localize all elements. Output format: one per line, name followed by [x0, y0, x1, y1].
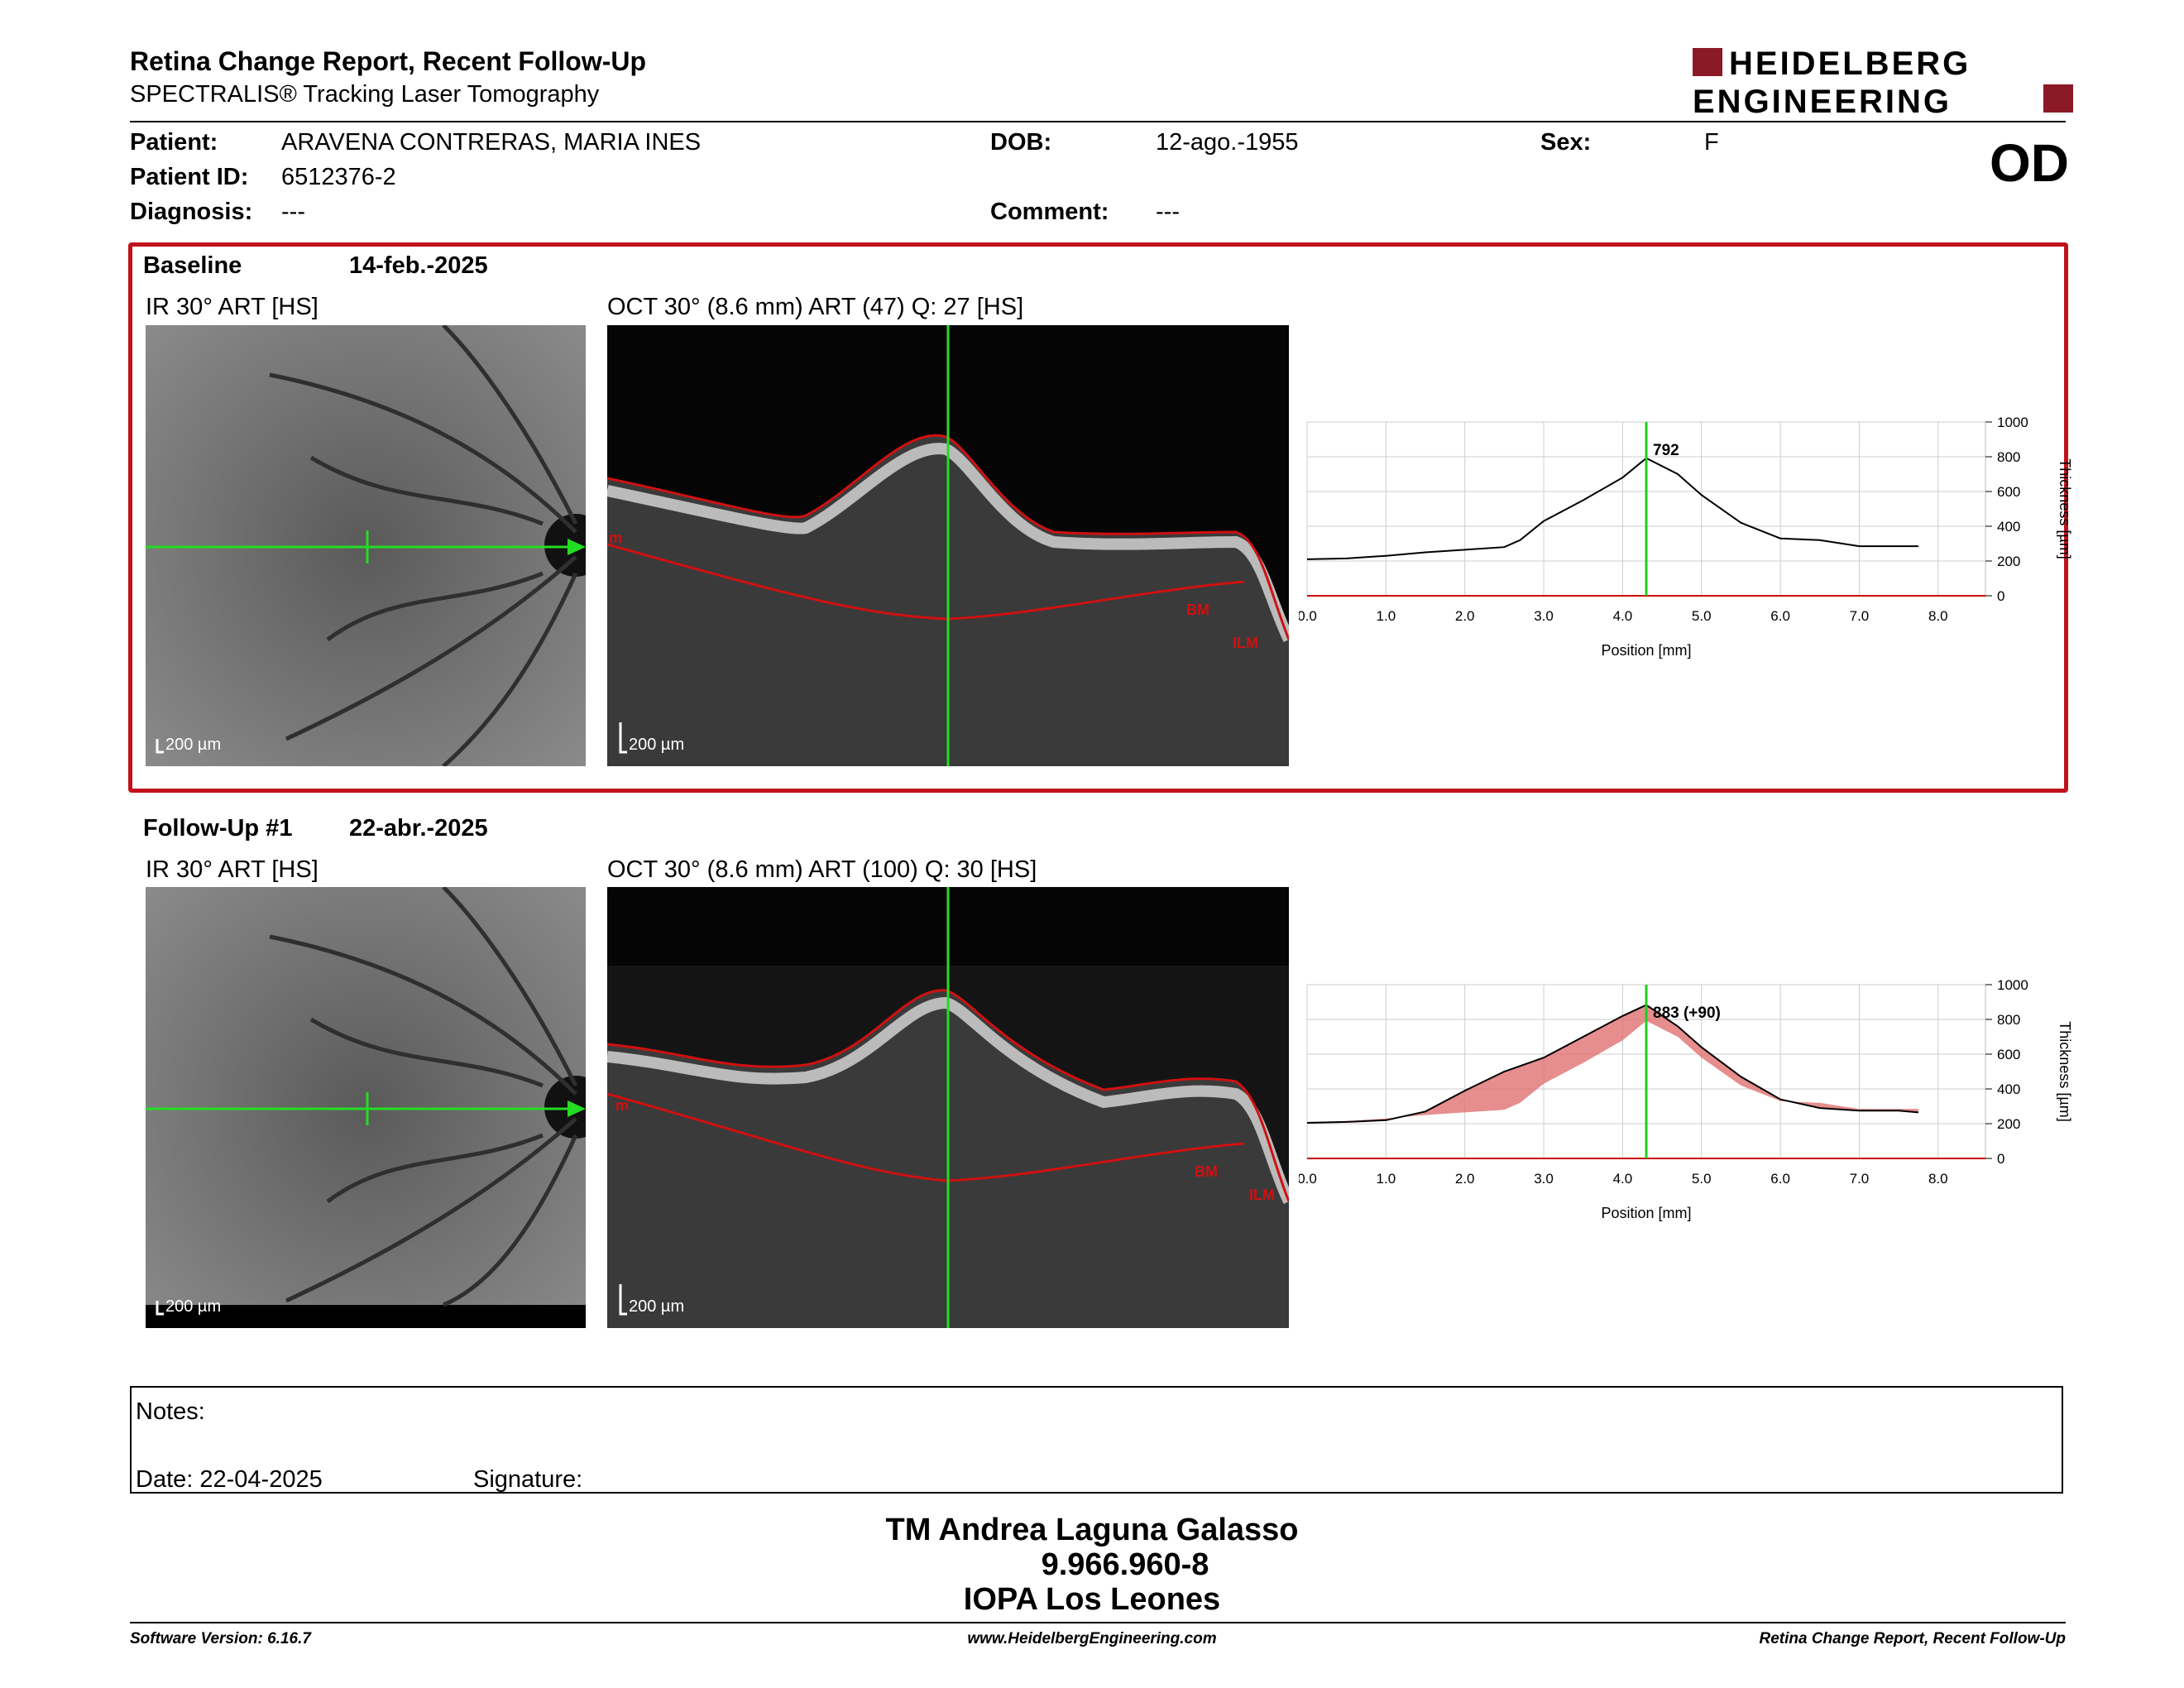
patient-id: 6512376-2 [281, 164, 396, 190]
svg-text:200 µm: 200 µm [165, 736, 221, 754]
diagnosis-label: Diagnosis: [130, 199, 253, 225]
baseline-label: Baseline [143, 252, 242, 279]
baseline-panel [128, 242, 2068, 793]
baseline-oct-scan-image: m BM ILM 200 µm [607, 325, 1289, 766]
report-subtitle: SPECTRALIS® Tracking Laser Tomography [130, 81, 600, 108]
x-tick-label: 0.0 [1299, 608, 1317, 624]
notes-box [130, 1386, 2063, 1494]
y-tick-label: 1000 [1997, 977, 2028, 993]
cursor-value-label: 883 (+90) [1653, 1005, 1721, 1022]
followup-oct-scan-image: m BM ILM 200 µm [607, 887, 1289, 1328]
signature-label: Signature: [473, 1466, 583, 1493]
y-tick-label: 600 [1997, 484, 2020, 500]
dob-value: 12-ago.-1955 [1156, 129, 1299, 156]
x-tick-label: 7.0 [1850, 608, 1870, 624]
followup-oct-title: OCT 30° (8.6 mm) ART (100) Q: 30 [HS] [607, 856, 1037, 883]
x-axis-label: Position [mm] [1601, 1205, 1691, 1221]
followup-ir-fundus-image: 200 µm [146, 887, 586, 1328]
signer-id: 9.966.960-8 [1041, 1547, 1209, 1582]
x-tick-label: 0.0 [1299, 1171, 1317, 1187]
eye-label: OD [1990, 133, 2069, 193]
y-tick-label: 200 [1997, 554, 2020, 569]
x-tick-label: 2.0 [1455, 608, 1475, 624]
y-tick-label: 800 [1997, 449, 2020, 465]
patient-label: Patient: [130, 129, 218, 156]
svg-text:200 µm: 200 µm [629, 1297, 684, 1316]
y-axis-label: Thickness [µm] [2057, 1021, 2073, 1121]
followup-label: Follow-Up #1 [143, 815, 293, 842]
x-tick-label: 2.0 [1455, 1171, 1475, 1187]
sex-label: Sex: [1540, 129, 1592, 156]
signer-institution: IOPA Los Leones [963, 1582, 1221, 1617]
footer-divider [130, 1622, 2066, 1623]
followup-ir-title: IR 30° ART [HS] [146, 856, 318, 883]
y-tick-label: 0 [1997, 1151, 2004, 1167]
thickness-line [1306, 1004, 1919, 1124]
x-tick-label: 8.0 [1928, 608, 1948, 624]
cursor-value-label: 792 [1653, 442, 1679, 459]
diagnosis-value: --- [281, 199, 305, 225]
footer-report-name: Retina Change Report, Recent Follow-Up [1759, 1630, 2066, 1647]
svg-text:m: m [615, 1097, 629, 1114]
x-tick-label: 7.0 [1850, 1171, 1870, 1187]
svg-text:200 µm: 200 µm [629, 736, 684, 754]
software-version: Software Version: 6.16.7 [130, 1630, 311, 1647]
x-tick-label: 4.0 [1613, 608, 1633, 624]
baseline-ir-fundus-image: 200 µm [146, 325, 586, 766]
y-tick-label: 800 [1997, 1012, 2020, 1028]
svg-text:ILM: ILM [1233, 635, 1258, 651]
x-tick-label: 6.0 [1770, 608, 1790, 624]
y-tick-label: 600 [1997, 1047, 2020, 1062]
patient-id-label: Patient ID: [130, 164, 249, 190]
baseline-ir-title: IR 30° ART [HS] [146, 294, 318, 320]
baseline-thickness-chart: 0.0 1.0 2.0 3.0 4.0 5.0 6.0 7.0 8.0 0 200 400 600 800… [1299, 415, 2073, 659]
svg-text:HEIDELBERG: HEIDELBERG [1729, 46, 1971, 82]
x-tick-label: 6.0 [1770, 1171, 1790, 1187]
y-tick-label: 1000 [1997, 415, 2028, 430]
patient-name: ARAVENA CONTRERAS, MARIA INES [281, 129, 702, 156]
baseline-date: 14-feb.-2025 [349, 252, 488, 279]
heidelberg-logo: HEIDELBERG ENGINEERING [1693, 46, 2073, 116]
comment-value: --- [1156, 199, 1180, 225]
notes-label: Notes: [136, 1398, 205, 1425]
y-tick-label: 0 [1997, 588, 2004, 604]
followup-thickness-chart: 0.0 1.0 2.0 3.0 4.0 5.0 6.0 7.0 8.0 0 200 400 600 800… [1299, 977, 2073, 1221]
svg-text:ENGINEERING: ENGINEERING [1693, 84, 1952, 116]
x-tick-label: 3.0 [1534, 608, 1554, 624]
y-tick-label: 400 [1997, 1081, 2020, 1097]
signer-name: TM Andrea Laguna Galasso [885, 1513, 1299, 1547]
x-tick-label: 8.0 [1928, 1171, 1948, 1187]
y-axis-label: Thickness [µm] [2057, 458, 2073, 559]
dob-label: DOB: [990, 129, 1052, 156]
x-tick-label: 1.0 [1377, 608, 1396, 624]
report-title: Retina Change Report, Recent Follow-Up [130, 46, 647, 76]
website-link[interactable]: www.HeidelbergEngineering.com [967, 1630, 1217, 1647]
x-tick-label: 4.0 [1613, 1171, 1633, 1187]
baseline-oct-title: OCT 30° (8.6 mm) ART (47) Q: 27 [HS] [607, 294, 1024, 320]
y-tick-label: 400 [1997, 519, 2020, 535]
svg-text:BM: BM [1195, 1163, 1218, 1180]
svg-text:m: m [609, 530, 622, 546]
sex-value: F [1704, 129, 1719, 156]
svg-text:200 µm: 200 µm [165, 1297, 221, 1316]
notes-date: Date: 22-04-2025 [136, 1466, 323, 1493]
svg-text:BM: BM [1186, 602, 1209, 618]
header-divider [130, 121, 2066, 122]
svg-text:ILM: ILM [1249, 1187, 1275, 1203]
x-tick-label: 3.0 [1534, 1171, 1554, 1187]
x-axis-label: Position [mm] [1601, 642, 1691, 659]
x-tick-label: 5.0 [1692, 1171, 1712, 1187]
comment-label: Comment: [990, 199, 1109, 225]
y-tick-label: 200 [1997, 1116, 2020, 1132]
followup-date: 22-abr.-2025 [349, 815, 488, 842]
x-tick-label: 5.0 [1692, 608, 1712, 624]
x-tick-label: 1.0 [1377, 1171, 1396, 1187]
